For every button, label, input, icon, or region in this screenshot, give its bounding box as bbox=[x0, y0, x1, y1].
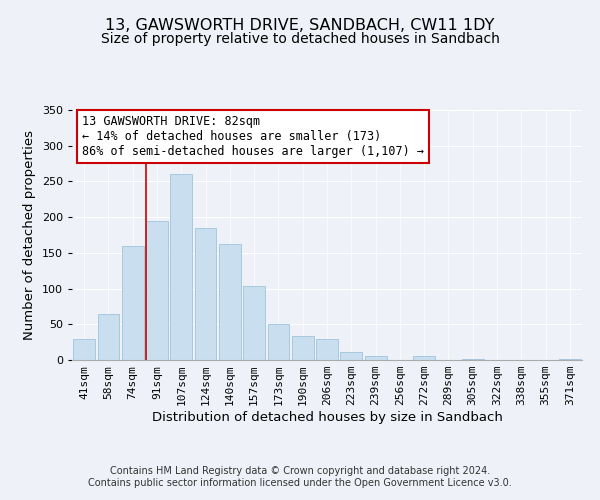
Bar bbox=[219, 244, 241, 360]
Bar bbox=[292, 336, 314, 360]
Bar bbox=[268, 324, 289, 360]
Bar bbox=[243, 286, 265, 360]
Bar bbox=[170, 174, 192, 360]
Text: Contains public sector information licensed under the Open Government Licence v3: Contains public sector information licen… bbox=[88, 478, 512, 488]
Bar bbox=[413, 356, 435, 360]
Bar bbox=[340, 352, 362, 360]
Bar bbox=[73, 338, 95, 360]
Text: Contains HM Land Registry data © Crown copyright and database right 2024.: Contains HM Land Registry data © Crown c… bbox=[110, 466, 490, 476]
Y-axis label: Number of detached properties: Number of detached properties bbox=[23, 130, 36, 340]
Bar bbox=[122, 246, 143, 360]
Text: 13 GAWSWORTH DRIVE: 82sqm
← 14% of detached houses are smaller (173)
86% of semi: 13 GAWSWORTH DRIVE: 82sqm ← 14% of detac… bbox=[82, 115, 424, 158]
Bar bbox=[316, 338, 338, 360]
Bar bbox=[97, 314, 119, 360]
Bar bbox=[462, 358, 484, 360]
Text: Size of property relative to detached houses in Sandbach: Size of property relative to detached ho… bbox=[101, 32, 499, 46]
Bar bbox=[559, 358, 581, 360]
Bar bbox=[365, 356, 386, 360]
Bar bbox=[194, 228, 217, 360]
Text: 13, GAWSWORTH DRIVE, SANDBACH, CW11 1DY: 13, GAWSWORTH DRIVE, SANDBACH, CW11 1DY bbox=[106, 18, 494, 32]
Bar bbox=[146, 220, 168, 360]
X-axis label: Distribution of detached houses by size in Sandbach: Distribution of detached houses by size … bbox=[152, 411, 502, 424]
